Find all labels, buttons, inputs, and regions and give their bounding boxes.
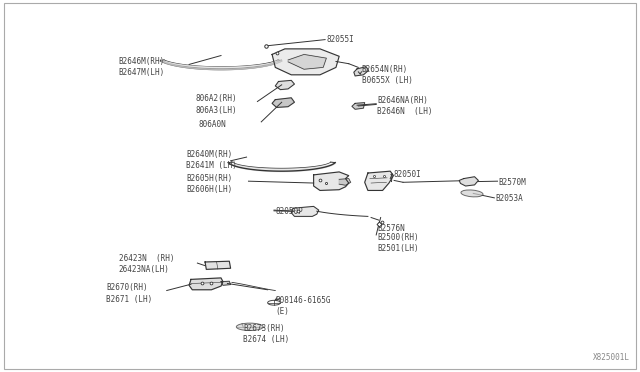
Polygon shape bbox=[291, 206, 319, 217]
Polygon shape bbox=[189, 278, 223, 290]
Text: B2053A: B2053A bbox=[495, 195, 524, 203]
Polygon shape bbox=[272, 49, 339, 75]
Text: B2570M: B2570M bbox=[499, 178, 527, 187]
Text: 82055I: 82055I bbox=[326, 35, 354, 44]
Text: B2646M(RH)
B2647M(LH): B2646M(RH) B2647M(LH) bbox=[119, 57, 165, 77]
Text: B2576N: B2576N bbox=[378, 224, 405, 233]
Ellipse shape bbox=[461, 190, 483, 197]
Polygon shape bbox=[365, 171, 394, 190]
Polygon shape bbox=[354, 67, 369, 76]
Text: 806A0N: 806A0N bbox=[198, 121, 227, 129]
Polygon shape bbox=[272, 98, 294, 108]
Text: B2500(RH)
B2501(LH): B2500(RH) B2501(LH) bbox=[378, 233, 419, 253]
Text: B2670(RH)
B2671 (LH): B2670(RH) B2671 (LH) bbox=[106, 283, 152, 304]
Polygon shape bbox=[460, 177, 478, 186]
Polygon shape bbox=[314, 172, 349, 190]
Polygon shape bbox=[288, 54, 326, 69]
Text: X825001L: X825001L bbox=[593, 353, 630, 362]
Ellipse shape bbox=[236, 323, 263, 331]
Polygon shape bbox=[221, 281, 230, 285]
Text: B08146-6165G
(E): B08146-6165G (E) bbox=[275, 296, 331, 317]
Text: 82050P: 82050P bbox=[275, 208, 303, 217]
Text: B2646NA(RH)
B2646N  (LH): B2646NA(RH) B2646N (LH) bbox=[378, 96, 433, 116]
Text: 806A2(RH)
806A3(LH): 806A2(RH) 806A3(LH) bbox=[195, 94, 237, 115]
Text: B2605H(RH)
B2606H(LH): B2605H(RH) B2606H(LH) bbox=[186, 174, 232, 194]
Polygon shape bbox=[205, 261, 230, 269]
Ellipse shape bbox=[268, 300, 280, 305]
Text: B2654N(RH)
B0655X (LH): B2654N(RH) B0655X (LH) bbox=[362, 65, 412, 85]
Text: B2640M(RH)
B2641M (LH): B2640M(RH) B2641M (LH) bbox=[186, 150, 237, 170]
Polygon shape bbox=[339, 179, 351, 185]
Polygon shape bbox=[275, 80, 294, 90]
Polygon shape bbox=[352, 103, 365, 109]
Text: 82050I: 82050I bbox=[394, 170, 421, 179]
Text: 26423N  (RH)
26423NA(LH): 26423N (RH) 26423NA(LH) bbox=[119, 254, 174, 274]
Text: B2673(RH)
B2674 (LH): B2673(RH) B2674 (LH) bbox=[243, 324, 290, 344]
